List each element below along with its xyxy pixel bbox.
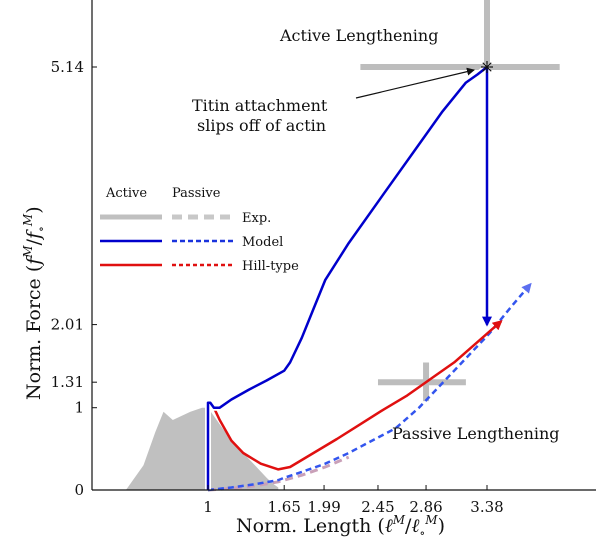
x-axis-title-ell: ℓ xyxy=(385,515,393,537)
annotation-passive-lengthening: Passive Lengthening xyxy=(392,424,560,443)
y-tick-label-2: 1.31 xyxy=(51,373,84,391)
exp-active-area xyxy=(125,407,279,490)
y-tick-label-4: 5.14 xyxy=(51,58,84,76)
axes xyxy=(91,0,596,491)
y-tick-label-3: 2.01 xyxy=(51,316,84,334)
x-tick-label-4: 2.86 xyxy=(409,498,442,516)
x-tick-label-5: 3.38 xyxy=(470,498,503,516)
hill-type-passive-line xyxy=(207,455,350,492)
hill-type-active-line xyxy=(209,319,503,471)
y-axis-title-sup2: M xyxy=(21,213,35,227)
y-axis-title-sub: ∘ xyxy=(34,226,48,232)
legend-label-model: Model xyxy=(242,235,283,250)
legend-header-passive: Passive xyxy=(172,186,221,201)
y-axis-title-text: Norm. Force ( xyxy=(23,265,45,400)
legend-label-hill: Hill-type xyxy=(242,259,299,274)
x-axis-title-sub: ∘ xyxy=(419,526,425,540)
x-axis-title: Norm. Length (ℓM/ℓ∘M) xyxy=(236,513,445,540)
y-axis-title-slash: / xyxy=(23,238,45,245)
x-tick-label-2: 1.99 xyxy=(307,498,340,516)
y-axis-title-sup1: M xyxy=(21,245,35,259)
x-tick-label-1: 1.65 xyxy=(267,498,300,516)
y-axis-title: Norm. Force (fM/f∘M) xyxy=(21,206,48,400)
x-tick-label-3: 2.45 xyxy=(361,498,394,516)
annotation-titin-pointer xyxy=(355,67,475,99)
y-axis-title-f2: f xyxy=(23,229,45,241)
x-axis-title-text: Norm. Length ( xyxy=(236,515,385,537)
y-axis-title-close: ) xyxy=(23,206,45,213)
titin-slip-marker-stroke-3 xyxy=(482,62,492,72)
plot-area xyxy=(125,0,560,492)
model-passive-line xyxy=(207,282,532,492)
x-axis-title-sup1: M xyxy=(392,513,406,527)
legend-label-exp: Exp. xyxy=(242,211,271,226)
y-tick-label-1: 1 xyxy=(74,399,84,417)
y-axis-title-f: f xyxy=(23,255,45,267)
x-axis-title-ell2: ℓ xyxy=(411,515,419,537)
y-tick-label-0: 0 xyxy=(74,481,84,499)
x-tick-label-0: 1 xyxy=(203,498,213,516)
annotation-titin-line1: Titin attachment xyxy=(192,96,328,115)
legend-header-active: Active xyxy=(105,186,147,201)
x-axis-title-close: ) xyxy=(438,515,445,537)
ticks: 1 1.65 1.99 2.45 2.86 3.38 0 1 1.31 2.01 5.14 xyxy=(51,58,504,516)
model-active-line xyxy=(206,65,492,490)
x-axis-title-sup2: M xyxy=(424,513,438,527)
x-axis-title-slash: / xyxy=(405,515,412,537)
annotation-titin-line2: slips off of actin xyxy=(197,116,326,135)
legend: Active Passive Exp. Model Hill-type xyxy=(100,186,299,274)
annotation-active-lengthening: Active Lengthening xyxy=(279,26,438,45)
